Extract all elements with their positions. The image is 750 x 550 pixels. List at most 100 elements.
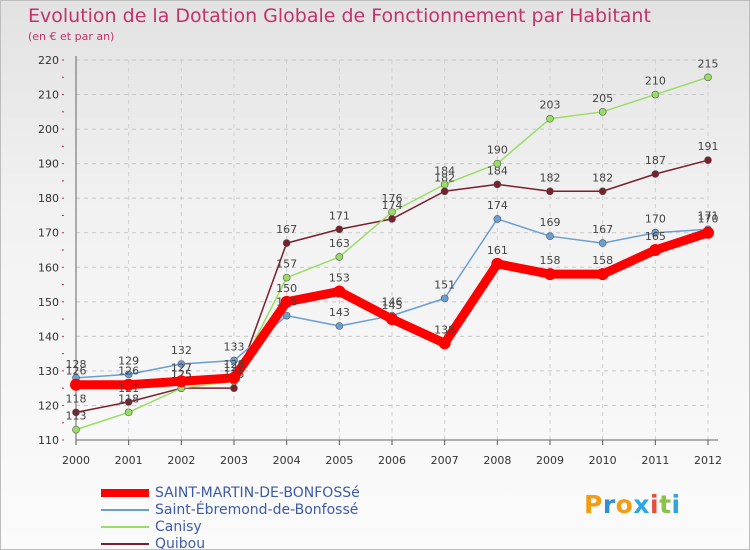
x-tick-label-2009: 2009: [536, 454, 564, 467]
data-point-3-2001: [124, 398, 133, 406]
data-point-2-2011: [651, 90, 660, 99]
y-tick-label-200: 200: [38, 123, 59, 136]
x-tick-label-2001: 2001: [115, 454, 143, 467]
x-tick-label-2011: 2011: [641, 454, 669, 467]
logo-letter: i: [650, 490, 660, 519]
data-point-1-2011: [651, 228, 660, 237]
proxiti-logo: Proxiti: [584, 490, 681, 519]
data-label-2-2011: 210: [645, 75, 666, 88]
data-label-3-2010: 182: [592, 171, 613, 184]
data-point-2-2006: [388, 208, 396, 216]
data-label-1-2006: 146: [382, 296, 403, 309]
x-tick-label-2000: 2000: [62, 454, 90, 467]
data-point-1-2005: [335, 322, 344, 330]
data-point-3-2005: [335, 225, 344, 234]
legend-label-quibou: Quibou: [155, 536, 206, 550]
data-label-2-2012: 215: [698, 57, 719, 70]
y-tick-label-150: 150: [38, 296, 59, 309]
x-tick-label-2005: 2005: [325, 454, 353, 467]
data-point-0-2012: [702, 226, 714, 239]
x-tick-label-2003: 2003: [220, 454, 248, 467]
x-tick-label-2012: 2012: [694, 454, 722, 467]
y-tick-label-170: 170: [38, 227, 59, 240]
data-point-0-2010: [596, 268, 609, 281]
data-label-0-2001: 126: [118, 365, 139, 378]
data-label-3-2012: 191: [698, 140, 719, 153]
data-point-1-2009: [546, 232, 554, 240]
data-label-3-2004: 167: [276, 223, 297, 236]
data-label-3-2005: 171: [329, 209, 350, 222]
data-point-0-2008: [491, 257, 504, 270]
data-point-2-2000: [72, 425, 80, 434]
data-point-2-2009: [546, 114, 554, 123]
data-point-3-2004: [282, 239, 291, 247]
legend-swatch-saint-ebremond: [101, 509, 149, 511]
data-label-1-2008: 174: [487, 199, 508, 212]
data-point-1-2003: [230, 356, 238, 365]
data-point-2-2010: [598, 108, 607, 116]
legend-swatch-canisy: [101, 526, 149, 528]
data-label-1-2003: 133: [224, 341, 245, 354]
data-label-0-2000: 126: [66, 365, 87, 378]
data-label-3-2011: 187: [645, 154, 666, 167]
data-point-2-2007: [440, 180, 449, 189]
legend-label-saint-ebremond: Saint-Ébremond-de-Bonfossé: [155, 502, 359, 518]
data-label-2-2007: 184: [434, 164, 455, 177]
data-point-2-2008: [493, 159, 502, 168]
y-tick-label-120: 120: [38, 399, 59, 412]
logo-letter: t: [659, 490, 672, 519]
logo-letter: i: [671, 490, 681, 519]
y-tick-label-190: 190: [38, 158, 59, 171]
data-label-0-2011: 165: [645, 230, 666, 243]
legend-item-canisy: Canisy: [101, 519, 401, 536]
data-label-1-2007: 151: [434, 278, 455, 291]
y-tick-label-180: 180: [38, 192, 59, 205]
data-label-0-2007: 138: [434, 323, 455, 336]
data-label-1-2012: 171: [698, 209, 719, 222]
x-tick-label-2006: 2006: [378, 454, 406, 467]
legend: SAINT-MARTIN-DE-BONFOSSé Saint-Ébremond-…: [101, 485, 401, 550]
legend-item-quibou: Quibou: [101, 536, 401, 550]
data-point-0-2009: [544, 268, 556, 281]
data-label-3-2000: 118: [66, 392, 87, 405]
logo-letter: x: [633, 490, 650, 519]
legend-item-saint-ebremond: Saint-Ébremond-de-Bonfossé: [101, 502, 401, 519]
data-point-0-2002: [175, 375, 188, 388]
data-point-1-2010: [598, 239, 607, 247]
data-label-2-2000: 113: [66, 410, 87, 423]
data-point-0-2007: [438, 337, 451, 350]
legend-label-canisy: Canisy: [155, 519, 202, 535]
logo-letter: r: [602, 490, 616, 519]
data-point-2-2001: [124, 408, 133, 417]
data-label-3-2009: 182: [540, 171, 561, 184]
data-point-1-2007: [440, 294, 449, 303]
data-label-2-2003: 127: [224, 361, 245, 374]
data-label-2-2009: 203: [540, 99, 561, 112]
data-label-1-2001: 129: [118, 354, 139, 367]
data-point-2-2012: [704, 73, 712, 82]
logo-letter: o: [615, 490, 634, 519]
data-point-0-2000: [70, 378, 82, 391]
y-tick-label-140: 140: [38, 330, 59, 343]
data-point-0-2006: [386, 313, 398, 326]
data-point-3-2008: [493, 180, 502, 189]
data-label-2-2010: 205: [592, 92, 613, 105]
x-tick-label-2004: 2004: [273, 454, 301, 467]
legend-swatch-quibou: [101, 543, 149, 545]
data-point-1-2008: [493, 215, 502, 223]
data-label-0-2008: 161: [487, 244, 508, 257]
data-point-0-2004: [280, 295, 293, 308]
data-point-2-2004: [282, 273, 291, 282]
x-tick-label-2008: 2008: [483, 454, 511, 467]
x-tick-label-2002: 2002: [167, 454, 195, 467]
data-point-3-2011: [651, 170, 660, 178]
legend-label-saint-martin: SAINT-MARTIN-DE-BONFOSSé: [155, 485, 360, 501]
logo-letter: P: [584, 490, 603, 519]
x-tick-label-2007: 2007: [431, 454, 459, 467]
data-label-1-2011: 170: [645, 213, 666, 226]
legend-swatch-saint-martin: [101, 489, 149, 497]
data-label-3-2008: 184: [487, 164, 508, 177]
y-tick-label-130: 130: [38, 365, 59, 378]
